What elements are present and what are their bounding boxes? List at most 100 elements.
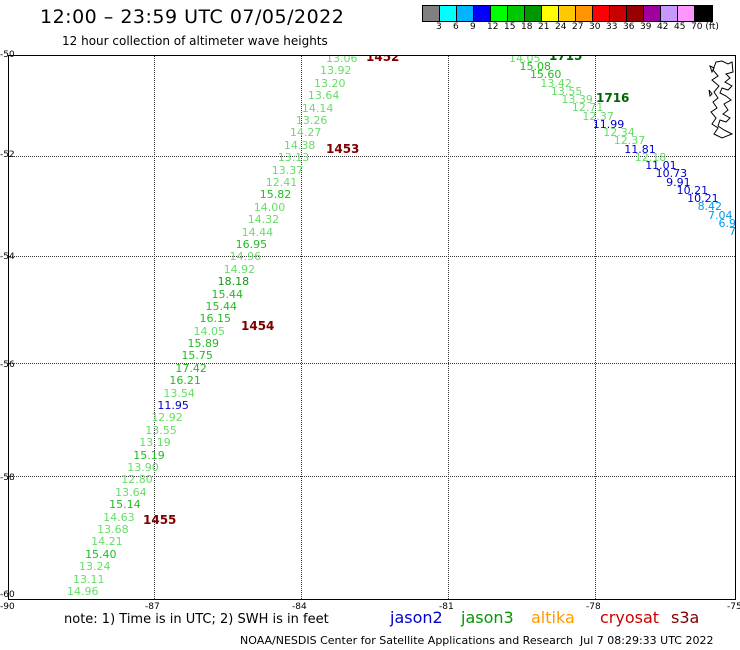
wave-height-label: 18.18 [217,275,250,289]
latitude-tick-label: -56 [0,360,15,370]
colorbar-swatch [491,6,508,21]
wave-height-label: 9.91 [666,175,691,189]
wave-height-label: 14.44 [241,225,274,239]
parallel-gridline [9,156,735,157]
map-title: 12:00 – 23:59 UTC 07/05/2022 [40,6,345,28]
colorbar-swatch [423,6,440,21]
wave-height-label: 10.21 [676,183,709,197]
meridian-gridline [301,56,302,599]
wave-height-label: 15.89 [187,337,219,351]
wave-height-label: 12.18 [634,150,667,164]
colorbar-swatch [644,6,661,21]
wave-height-label: 14.05 [193,324,225,338]
colorbar-swatch [610,6,627,21]
colorbar-tick-label: 18 [521,22,533,32]
colorbar-tick-label: 24 [555,22,567,32]
map-plot-area: 13.06 13.92 13.20 13.64 14.14 13.26 14.27 14.38… [8,55,736,600]
wave-height-label: 14.92 [223,262,256,276]
wave-height-label: 12.92 [151,411,183,425]
colorbar-swatch [627,6,644,21]
wave-height-colorbar [422,5,713,22]
colorbar-tick-label: 36 [623,22,635,32]
wave-height-label: 16.95 [235,237,268,251]
pass-time-label: 1715 [549,55,583,63]
wave-height-label: 13.55 [145,423,177,437]
wave-height-label: 15.82 [259,188,292,202]
wave-height-label: 7.04 [708,208,733,222]
satellite-legend-item: s3a [671,608,700,627]
longitude-tick-label: -84 [292,602,307,612]
colorbar-tick-label: 15 [504,22,516,32]
wave-height-label: 13.42 [540,76,572,90]
wave-height-label: 14.05 [509,55,541,65]
wave-height-label: 13.90 [127,461,159,475]
latitude-tick-label: -50 [0,50,15,60]
colorbar-swatch [440,6,457,21]
wave-height-label: 17.42 [175,361,207,375]
parallel-gridline [9,363,735,364]
wave-height-label: 16.15 [199,312,232,326]
wave-height-label: 14.27 [289,126,322,140]
pass-time-label: 1716 [596,91,630,105]
wave-height-label: 15.44 [211,287,244,301]
credit-line: NOAA/NESDIS Center for Satellite Applica… [240,634,574,647]
longitude-tick-label: -90 [0,602,15,612]
wave-height-label: 15.75 [181,349,213,363]
colorbar-tick-label: 9 [470,22,476,32]
colorbar-swatch [593,6,610,21]
colorbar-swatch [457,6,474,21]
wave-height-label: 13.13 [277,151,310,165]
wave-height-label: 15.08 [519,60,551,74]
colorbar-tick-label: 33 [606,22,618,32]
wave-height-label: 13.92 [319,64,352,78]
meridian-gridline [448,56,449,599]
longitude-tick-label: -75 [727,602,740,612]
wave-height-label: 13.37 [271,163,304,177]
colorbar-tick-label: 30 [589,22,601,32]
colorbar-swatch [695,6,712,21]
meridian-gridline [595,56,596,599]
colorbar-tick-label: 3 [436,22,442,32]
satellite-legend-item: jason2 [390,608,443,627]
wave-height-label: 13.19 [139,436,171,450]
wave-height-label: 14.21 [91,535,123,549]
colorbar-swatch [542,6,559,21]
parallel-gridline [9,476,735,477]
wave-height-label: 13.68 [97,523,129,537]
colorbar-swatch [559,6,576,21]
wave-height-label: 15.14 [109,498,141,512]
wave-height-label: 13.54 [163,386,195,400]
colorbar-tick-label: 70 (ft) [691,22,719,32]
pass-time-label: 1452 [366,55,400,64]
wave-height-label: 12.37 [613,134,646,148]
colorbar-tick-label: 42 [657,22,669,32]
wave-height-label: 13.39 [561,93,593,107]
colorbar-swatch [661,6,678,21]
wave-height-label: 13.06 [326,55,358,65]
wave-height-label: 14.96 [229,250,262,264]
colorbar-swatch [474,6,491,21]
longitude-tick-label: -81 [439,602,454,612]
colorbar-swatch [525,6,542,21]
wave-height-label: 8.42 [697,200,723,214]
wave-height-label: 15.44 [205,299,238,313]
footnote: note: 1) Time is in UTC; 2) SWH is in fe… [64,612,329,627]
colorbar-tick-label: 12 [487,22,499,32]
latitude-tick-label: -60 [0,590,15,600]
colorbar-tick-label: 45 [674,22,686,32]
meridian-gridline [154,56,155,599]
colorbar-tick-label: 27 [572,22,584,32]
pass-time-label: 1455 [143,513,177,527]
wave-height-label: 15.19 [133,448,165,462]
wave-height-label: 13.24 [79,560,111,574]
wave-height-label: 16.21 [169,374,201,388]
wave-height-label: 14.96 [67,585,99,598]
wave-height-label: 14.32 [247,213,280,227]
longitude-tick-label: -78 [586,602,601,612]
wave-height-label: 12.71 [571,101,604,115]
generation-timestamp: Jul 7 08:29:33 UTC 2022 [580,634,714,647]
pass-time-label: 1453 [326,142,360,156]
latitude-tick-label: -58 [0,473,15,483]
wave-height-label: 10.73 [655,167,688,181]
wave-height-label: 11.81 [624,142,656,156]
